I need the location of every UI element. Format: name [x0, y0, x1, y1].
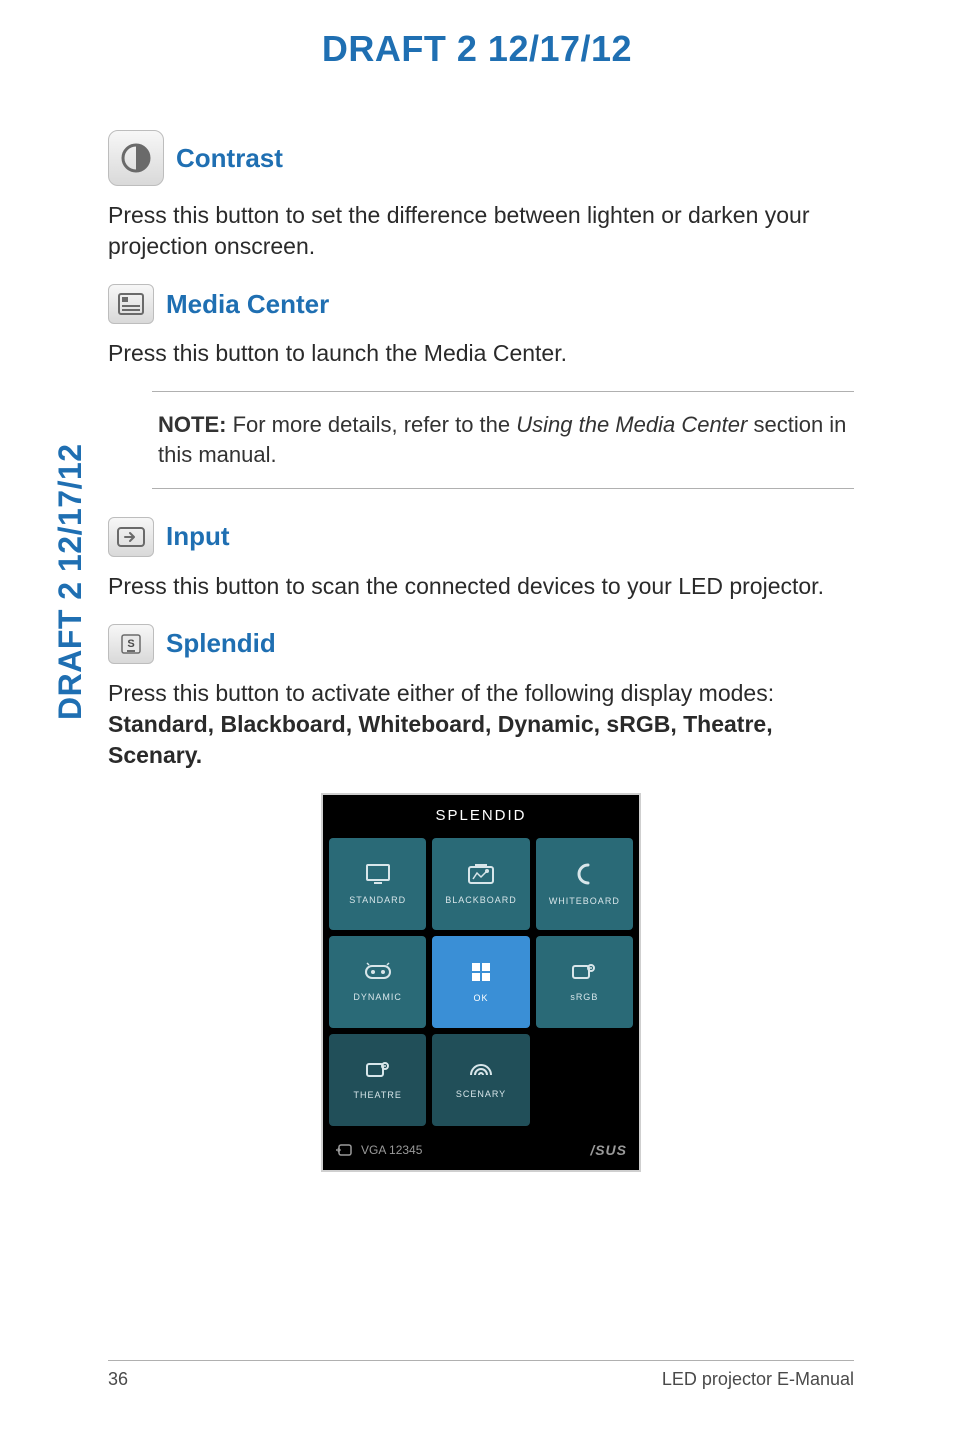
tile-scenary[interactable]: SCENARY [432, 1034, 529, 1126]
tile-dynamic[interactable]: DYNAMIC [329, 936, 426, 1028]
note-pre: For more details, refer to the [226, 412, 516, 437]
splendid-panel-header: SPLENDID [323, 795, 639, 834]
splendid-grid: STANDARD BLACKBOARD WHITEBOARD DYNAMIC O… [323, 834, 639, 1132]
tile-ok-label: OK [473, 993, 488, 1003]
input-title: Input [166, 521, 230, 552]
source-icon [335, 1143, 353, 1157]
tile-blackboard-label: BLACKBOARD [445, 895, 517, 905]
note-italic: Using the Media Center [516, 412, 747, 437]
brand-label: /SUS [590, 1142, 627, 1158]
splendid-panel: SPLENDID STANDARD BLACKBOARD WHITEBOARD … [321, 793, 641, 1172]
draft-watermark-top: DRAFT 2 12/17/12 [0, 0, 954, 70]
page-number: 36 [108, 1369, 128, 1390]
splendid-footer: VGA 12345 /SUS [323, 1132, 639, 1170]
splendid-body: Press this button to activate either of … [108, 678, 854, 771]
tile-ok[interactable]: OK [432, 936, 529, 1028]
input-icon [108, 517, 154, 557]
svg-text:S: S [127, 638, 134, 650]
media-icon [108, 284, 154, 324]
tile-empty [536, 1034, 633, 1126]
page-footer: 36 LED projector E-Manual [108, 1360, 854, 1390]
doc-title: LED projector E-Manual [662, 1369, 854, 1390]
media-body: Press this button to launch the Media Ce… [108, 338, 854, 369]
tile-dynamic-label: DYNAMIC [353, 992, 402, 1002]
splendid-heading-row: S Splendid [108, 624, 854, 664]
splendid-title: Splendid [166, 628, 276, 659]
tile-theatre[interactable]: THEATRE [329, 1034, 426, 1126]
media-note: NOTE: For more details, refer to the Usi… [152, 391, 854, 488]
input-body: Press this button to scan the connected … [108, 571, 854, 602]
tile-standard-label: STANDARD [349, 895, 406, 905]
tile-standard[interactable]: STANDARD [329, 838, 426, 930]
tile-theatre-label: THEATRE [353, 1090, 401, 1100]
tile-whiteboard-label: WHITEBOARD [549, 896, 620, 906]
tile-srgb[interactable]: sRGB [536, 936, 633, 1028]
tile-srgb-label: sRGB [570, 992, 598, 1002]
media-title: Media Center [166, 289, 329, 320]
content-area: Contrast Press this button to set the di… [0, 70, 954, 1172]
splendid-body-bold: Standard, Blackboard, Whiteboard, Dynami… [108, 711, 773, 768]
media-heading-row: Media Center [108, 284, 854, 324]
note-label: NOTE: [158, 412, 226, 437]
splendid-icon: S [108, 624, 154, 664]
contrast-icon [108, 130, 164, 186]
contrast-heading-row: Contrast [108, 130, 854, 186]
input-heading-row: Input [108, 517, 854, 557]
splendid-body-pre: Press this button to activate either of … [108, 680, 774, 706]
tile-scenary-label: SCENARY [456, 1089, 506, 1099]
draft-watermark-side: DRAFT 2 12/17/12 [52, 443, 89, 720]
contrast-title: Contrast [176, 143, 283, 174]
contrast-body: Press this button to set the difference … [108, 200, 854, 262]
source-label: VGA 12345 [361, 1143, 422, 1157]
tile-whiteboard[interactable]: WHITEBOARD [536, 838, 633, 930]
tile-blackboard[interactable]: BLACKBOARD [432, 838, 529, 930]
